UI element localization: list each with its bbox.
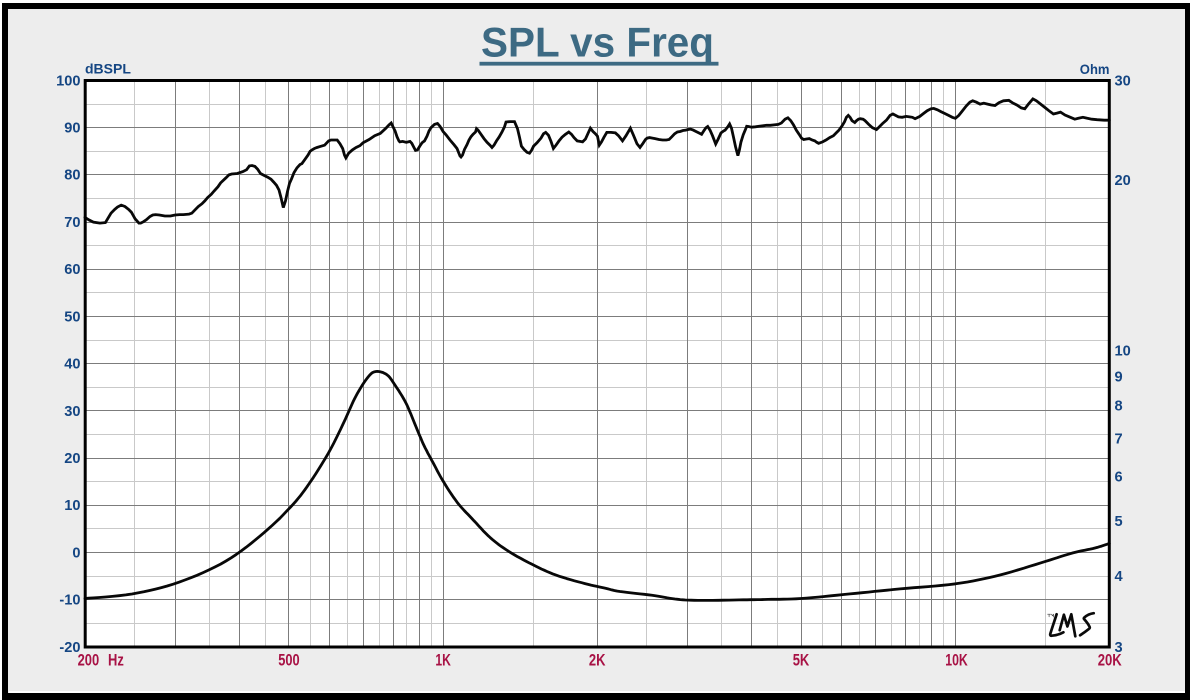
svg-text:5: 5 bbox=[1115, 514, 1123, 530]
svg-text:50: 50 bbox=[64, 309, 80, 325]
svg-text:1K: 1K bbox=[435, 650, 451, 669]
svg-text:2K: 2K bbox=[589, 650, 606, 669]
svg-text:60: 60 bbox=[64, 262, 80, 278]
svg-text:30: 30 bbox=[64, 404, 80, 420]
svg-text:10: 10 bbox=[64, 498, 80, 514]
svg-text:Hz: Hz bbox=[108, 650, 124, 669]
svg-text:30: 30 bbox=[1115, 73, 1131, 89]
svg-text:6: 6 bbox=[1115, 469, 1123, 485]
svg-text:20: 20 bbox=[64, 451, 80, 467]
svg-text:100: 100 bbox=[56, 73, 80, 89]
svg-text:-20: -20 bbox=[59, 640, 80, 656]
svg-text:0: 0 bbox=[72, 545, 80, 561]
svg-text:7: 7 bbox=[1115, 431, 1123, 447]
svg-text:8: 8 bbox=[1115, 399, 1123, 415]
svg-text:70: 70 bbox=[64, 215, 80, 231]
svg-text:dBSPL: dBSPL bbox=[85, 61, 131, 77]
svg-text:SPL vs Freq: SPL vs Freq bbox=[481, 19, 714, 66]
svg-text:5K: 5K bbox=[793, 650, 810, 669]
svg-text:20K: 20K bbox=[1098, 650, 1123, 669]
svg-text:3: 3 bbox=[1115, 640, 1123, 656]
svg-text:-10: -10 bbox=[59, 593, 80, 609]
svg-text:10: 10 bbox=[1115, 344, 1131, 360]
svg-text:90: 90 bbox=[64, 121, 80, 137]
svg-text:9: 9 bbox=[1115, 370, 1123, 386]
svg-text:10K: 10K bbox=[945, 650, 968, 669]
svg-text:200: 200 bbox=[78, 650, 100, 669]
svg-text:40: 40 bbox=[64, 357, 80, 373]
svg-text:20: 20 bbox=[1115, 173, 1131, 189]
svg-text:Ohm: Ohm bbox=[1080, 61, 1110, 77]
svg-text:80: 80 bbox=[64, 168, 80, 184]
svg-text:4: 4 bbox=[1115, 569, 1124, 585]
svg-text:500: 500 bbox=[278, 650, 299, 669]
